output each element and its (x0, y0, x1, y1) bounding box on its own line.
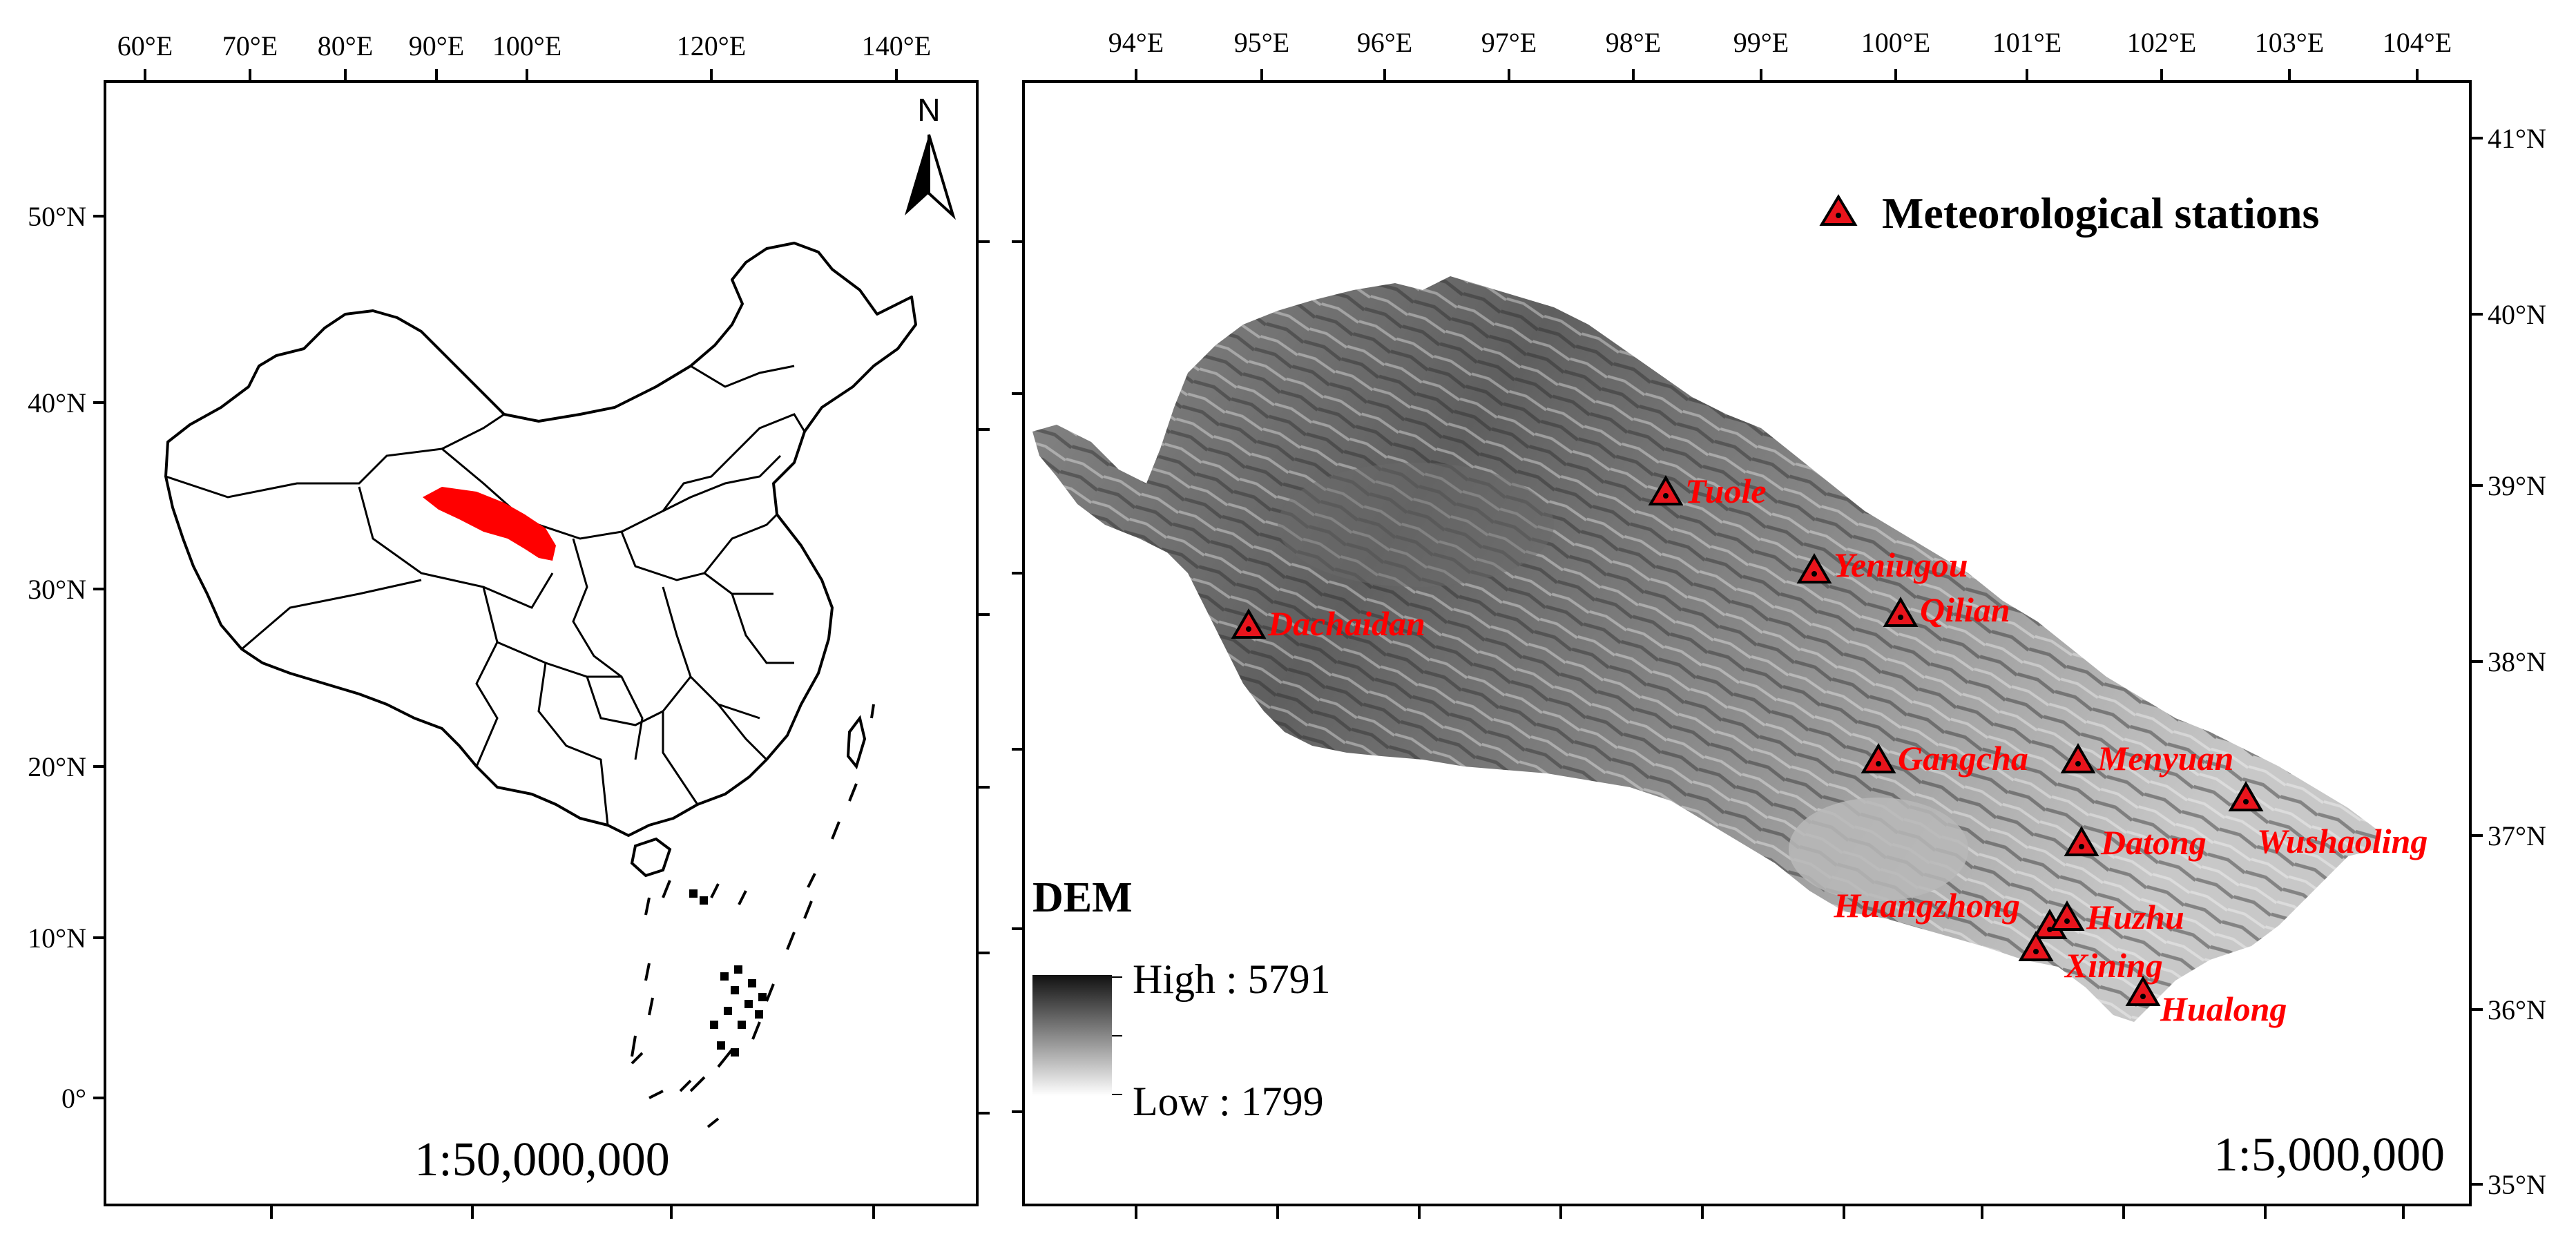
station-legend: Meteorological stations (1819, 189, 2319, 238)
station-label: Huangzhong (1833, 886, 2020, 925)
station-triangle-icon (1648, 475, 1684, 505)
station-dot (1663, 493, 1669, 499)
right-lat-label: 36°N (2488, 994, 2546, 1025)
station-label: Huzhu (2086, 898, 2184, 936)
left-lon-label: 140°E (862, 30, 931, 61)
right-lat-label: 37°N (2488, 820, 2546, 851)
station-markers: Tuole Yeniugou Qilian Dachaidan Gangcha Menyu… (1231, 472, 2428, 1028)
left-lat-label: 0° (61, 1083, 86, 1114)
station-dot (1811, 571, 1817, 577)
station-label: Gangcha (1898, 739, 2028, 778)
taiwan-island (846, 715, 867, 770)
right-lon-label: 99°E (1733, 27, 1789, 58)
dem-legend-title: DEM (1032, 874, 1133, 921)
station-dot (2243, 799, 2249, 804)
station-triangle-icon (2064, 826, 2099, 856)
right-lon-label: 103°E (2255, 27, 2324, 58)
right-lat-label: 35°N (2488, 1169, 2546, 1200)
station-label: Hualong (2160, 990, 2287, 1028)
left-lon-label: 90°E (409, 30, 464, 61)
dem-gradient-bar (1032, 975, 1112, 1096)
right-lon-label: 96°E (1357, 27, 1412, 58)
station-dot (1898, 615, 1903, 620)
station-label: Yeniugou (1834, 546, 1968, 584)
left-lon-label: 80°E (318, 30, 373, 61)
legend-triangle-icon (1819, 194, 1858, 226)
left-lon-label: 100°E (492, 30, 561, 61)
north-arrow (905, 134, 956, 220)
right-lat-label: 40°N (2488, 299, 2546, 330)
right-lat-label: 39°N (2488, 470, 2546, 501)
station-label: Tuole (1685, 472, 1767, 510)
station-triangle-icon (1883, 597, 1919, 627)
right-lon-label: 95°E (1234, 27, 1289, 58)
study-area-highlight (423, 487, 556, 561)
left-map-panel: 60°E 70°E 80°E 90°E 100°E 120°E 140°E 50… (28, 30, 990, 1219)
dem-low-label: Low : 1799 (1133, 1079, 1324, 1124)
province-boundaries (165, 365, 806, 826)
station-dot (2079, 844, 2084, 849)
station-label: Dachaidan (1267, 604, 1425, 643)
station-triangle-icon (2228, 781, 2264, 811)
legend-label: Meteorological stations (1882, 189, 2319, 238)
station-dot (2064, 918, 2070, 924)
station-triangle-icon (2049, 900, 2085, 931)
right-lon-label: 97°E (1481, 27, 1537, 58)
station-triangle-icon (2125, 976, 2161, 1006)
station-dot (1876, 761, 1881, 766)
station-triangle-icon (2060, 743, 2096, 773)
station-dot (2140, 994, 2146, 999)
station-triangle-icon (2018, 931, 2054, 961)
left-lat-label: 30°N (28, 574, 86, 605)
right-lon-label: 104°E (2383, 27, 2452, 58)
left-lat-label: 20°N (28, 751, 86, 782)
right-map-panel: 94°E 95°E 96°E 97°E 98°E 99°E 100°E 101°… (1012, 27, 2546, 1219)
left-lat-label: 10°N (28, 923, 86, 954)
left-lon-label: 120°E (677, 30, 746, 61)
left-lat-label: 50°N (28, 201, 86, 232)
station-triangle-icon (1861, 743, 1896, 773)
station-label: Xining (2064, 946, 2163, 985)
right-lat-label: 38°N (2488, 646, 2546, 677)
station-dot (2075, 761, 2081, 766)
station-label: Wushaoling (2257, 822, 2428, 860)
north-label: N (917, 92, 940, 128)
right-lon-label: 101°E (1992, 27, 2061, 58)
station-label: Datong (2100, 823, 2207, 862)
right-map-scale: 1:5,000,000 (2214, 1128, 2445, 1181)
right-lat-label: 41°N (2488, 123, 2546, 154)
right-lon-label: 102°E (2127, 27, 2196, 58)
station-label: Menyuan (2097, 739, 2233, 778)
station-triangle-icon (1796, 553, 1832, 583)
dem-high-label: High : 5791 (1133, 956, 1331, 1002)
south-china-sea-islands (631, 704, 875, 1128)
left-map-scale: 1:50,000,000 (414, 1133, 669, 1186)
dem-terrain (1032, 276, 2376, 1022)
right-lon-label: 100°E (1861, 27, 1930, 58)
station-dot (2033, 949, 2039, 954)
left-top-ticks (93, 69, 990, 1219)
right-ticks (1012, 69, 2483, 1219)
station-label: Qilian (1920, 590, 2010, 629)
left-lon-label: 60°E (117, 30, 173, 61)
right-lon-label: 98°E (1606, 27, 1661, 58)
right-lon-label: 94°E (1108, 27, 1164, 58)
dem-legend: DEM High : 5791 Low : 1799 (1032, 874, 1331, 1124)
station-triangle-icon (1231, 608, 1267, 639)
hainan-island (630, 837, 672, 878)
left-lat-label: 40°N (28, 387, 86, 418)
left-lon-label: 70°E (222, 30, 278, 61)
station-dot (1246, 626, 1251, 632)
